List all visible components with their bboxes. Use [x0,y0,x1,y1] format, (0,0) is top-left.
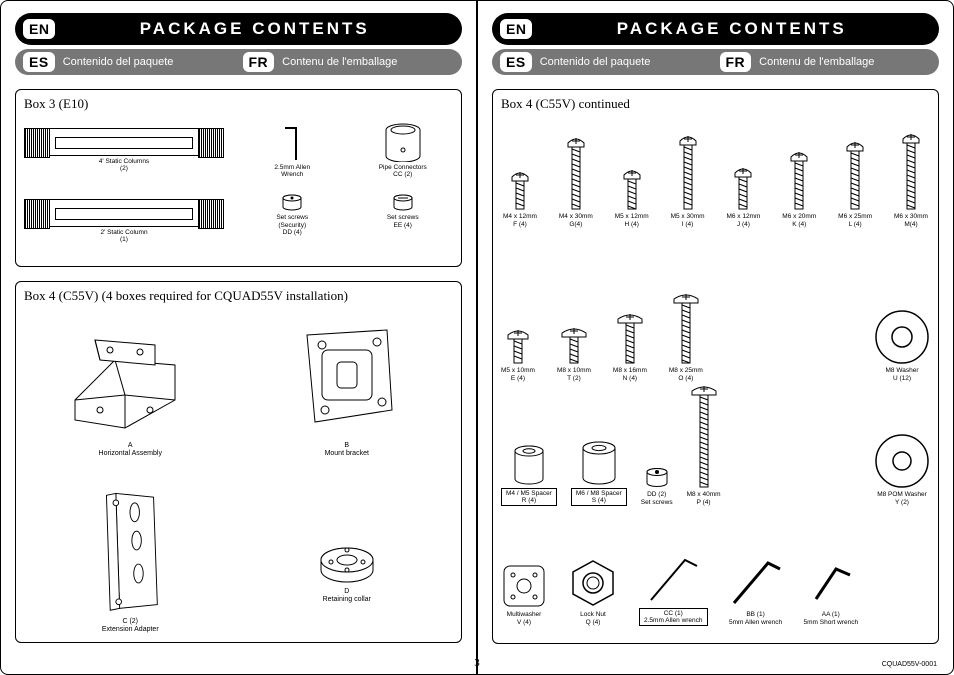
spacerS-label: M6 / M8 Spacer S (4) [571,488,627,506]
D-label: D Retaining collar [323,588,371,604]
wrenchBB-label: BB (1) 5mm Allen wrench [729,611,782,626]
title-text-r: PACKAGE CONTENTS [532,19,931,39]
pipe-label: Pipe Connectors CC (2) [379,164,427,179]
allen-wrench-icon: 2.5mm Allen Wrench [242,122,343,186]
wrench-aa-icon: AA (1) 5mm Short wrench [804,549,859,626]
es-pill-r: ES [500,52,532,72]
washerU-label: M8 Washer U (12) [886,367,919,382]
sub-band-left: ES Contenido del paquete FR Contenu de l… [15,49,462,75]
static-column-2ft: 2' Static Column(1) [24,199,224,244]
B-label: B Mount bracket [325,442,369,458]
box3-title: Box 3 (E10) [24,96,453,112]
title-band-right: EN PACKAGE CONTENTS [492,13,939,45]
setscrew-dd2-icon: DD (2) Set screws [641,467,673,506]
en-pill: EN [23,19,55,39]
screw-I-icon: M5 x 30mmI (4) [671,133,705,228]
screw-N-icon: M8 x 16mmN (4) [613,311,647,382]
allen-label: 2.5mm Allen Wrench [274,164,310,179]
multV-label: Multiwasher V (4) [507,611,542,626]
es-text: Contenido del paquete [63,56,174,68]
ssdd2-label: DD (2) Set screws [641,491,673,506]
col2-label: 2' Static Column [100,229,147,236]
sub-band-right: ES Contenido del paquete FR Contenu de l… [492,49,939,75]
box4c-title: Box 4 (C55V) continued [501,96,930,112]
washerY-label: M8 POM Washer Y (2) [877,491,927,506]
spacerR-label: M4 / M5 Spacer R (4) [501,488,557,506]
wrench-bb-icon: BB (1) 5mm Allen wrench [728,549,784,626]
screw-K-icon: M6 x 20mmK (4) [782,149,816,228]
part-number: CQUAD55V-0001 [882,661,937,668]
fr-pill: FR [243,52,275,72]
es-text-r: Contenido del paquete [540,56,651,68]
page-left: EN PACKAGE CONTENTS ES Contenido del paq… [0,0,477,675]
ssdd-label: Set screws (Security) DD (4) [276,214,308,236]
screw-M-icon: M6 x 30mmM(4) [894,131,928,228]
setscrew-ee-icon: Set screws EE (4) [353,194,454,244]
en-pill-r: EN [500,19,532,39]
A-label: A Horizontal Assembly [99,442,162,458]
wrenchAA-label: AA (1) 5mm Short wrench [804,611,859,626]
col4-qty: (2) [120,165,128,172]
locknut-icon: Lock Nut Q (4) [567,557,619,626]
wrenchCC-label: CC (1) 2.5mm Allen wrench [639,608,708,626]
screw-P-icon: M8 x 40mmP (4) [687,383,721,506]
screw-O-icon: M8 x 25mmO (4) [669,291,703,382]
page-number: 3 [474,657,480,669]
mount-bracket-icon: B Mount bracket [241,310,454,480]
setscrew-dd-icon: Set screws (Security) DD (4) [242,194,343,244]
screw-T-icon: M8 x 10mmT (2) [557,325,591,382]
horizontal-assembly-icon: A Horizontal Assembly [24,310,237,480]
row-3: M4 / M5 Spacer R (4) M6 / M8 Spacer S (4… [501,388,930,506]
es-pill: ES [23,52,55,72]
extension-adapter-icon: C (2) Extension Adapter [24,484,237,634]
screw-F-icon: M4 x 12mmF (4) [503,169,537,228]
col2-qty: (1) [120,236,128,243]
title-band-left: EN PACKAGE CONTENTS [15,13,462,45]
washer-u-icon: M8 Washer U (12) [874,309,930,382]
box-4: Box 4 (C55V) (4 boxes required for CQUAD… [15,281,462,643]
col4-label: 4' Static Columns [99,158,149,165]
box-4-continued: Box 4 (C55V) continued M4 x 12mmF (4) M4… [492,89,939,644]
screw-row-2: M5 x 10mmE (4) M8 x 10mmT (2) M8 x 16mmN… [501,232,930,382]
ssee-label: Set screws EE (4) [387,214,419,229]
box-3: Box 3 (E10) 4' Static Columns(2) 2' Stat… [15,89,462,267]
fr-text: Contenu de l'emballage [282,56,397,68]
screw-row-1: M4 x 12mmF (4) M4 x 30mmG(4) M5 x 12mmH … [501,118,930,228]
spacer-s-icon: M6 / M8 Spacer S (4) [571,440,627,506]
multiwasher-icon: Multiwasher V (4) [501,563,547,626]
screw-L-icon: M6 x 25mmL (4) [838,139,872,228]
C-label: C (2) Extension Adapter [102,618,159,634]
fr-pill-r: FR [720,52,752,72]
retaining-collar-icon: D Retaining collar [241,484,454,634]
nutQ-label: Lock Nut Q (4) [580,611,606,626]
washer-y-icon: M8 POM Washer Y (2) [874,433,930,506]
pipe-connector-icon: Pipe Connectors CC (2) [353,122,454,186]
screw-J-icon: M6 x 12mmJ (4) [726,165,760,228]
fr-text-r: Contenu de l'emballage [759,56,874,68]
title-text: PACKAGE CONTENTS [55,19,454,39]
page-right: EN PACKAGE CONTENTS ES Contenido del paq… [477,0,954,675]
row-4: Multiwasher V (4) Lock Nut Q (4) CC (1) … [501,516,930,626]
screw-E-icon: M5 x 10mmE (4) [501,327,535,382]
screw-G-icon: M4 x 30mmG(4) [559,135,593,228]
wrench-cc-icon: CC (1) 2.5mm Allen wrench [639,546,708,626]
screw-H-icon: M5 x 12mmH (4) [615,167,649,228]
box4-title: Box 4 (C55V) (4 boxes required for CQUAD… [24,288,453,304]
spacer-r-icon: M4 / M5 Spacer R (4) [501,444,557,506]
static-column-4ft: 4' Static Columns(2) [24,128,224,173]
